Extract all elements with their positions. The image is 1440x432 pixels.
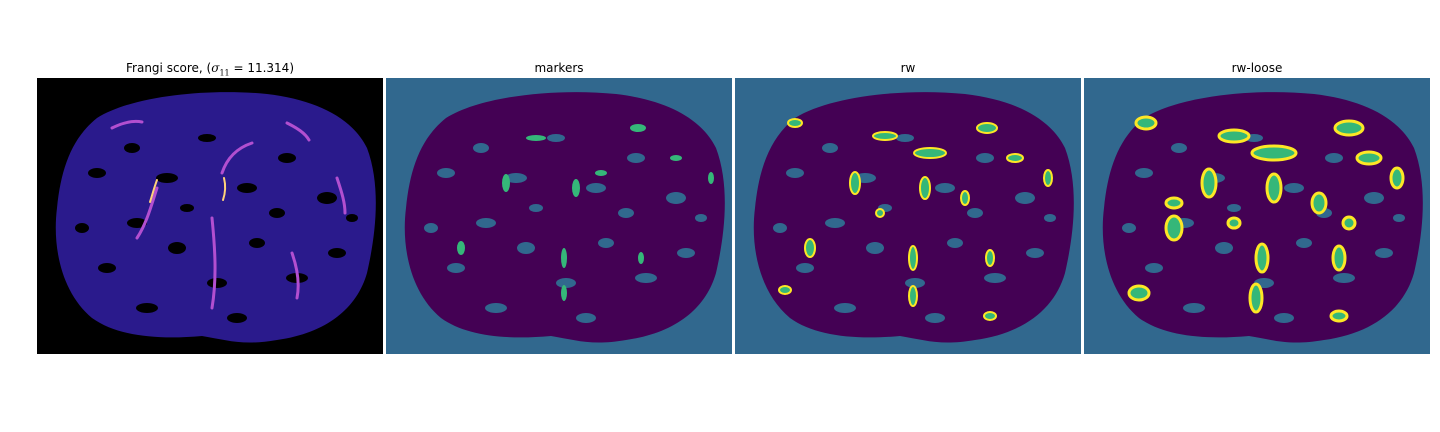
rw-loose-holes	[1122, 134, 1405, 323]
rw-vessel-regions	[778, 118, 1053, 321]
markers-image	[386, 78, 732, 354]
markers-holes	[424, 134, 707, 323]
frangi-score-image	[37, 78, 383, 354]
rw-loose-title: rw-loose	[1231, 61, 1283, 75]
rw-loose-vessel-regions	[1127, 115, 1405, 323]
rw-loose-image	[1084, 78, 1430, 354]
markers-title: markers	[534, 61, 584, 75]
rw-image	[735, 78, 1081, 354]
frangi-title: Frangi score, (σ11 = 11.314)	[126, 61, 294, 78]
rw-title: rw	[900, 61, 916, 75]
frangi-tissue	[55, 92, 376, 343]
markers-tissue	[404, 92, 725, 343]
marker-regions	[457, 124, 714, 301]
rw-svg	[735, 78, 1081, 354]
frangi-svg	[37, 78, 383, 354]
markers-svg	[386, 78, 732, 354]
frangi-peaks	[149, 177, 227, 203]
frangi-holes	[75, 134, 358, 323]
rw-loose-svg	[1084, 78, 1430, 354]
frangi-vessels	[110, 119, 347, 310]
